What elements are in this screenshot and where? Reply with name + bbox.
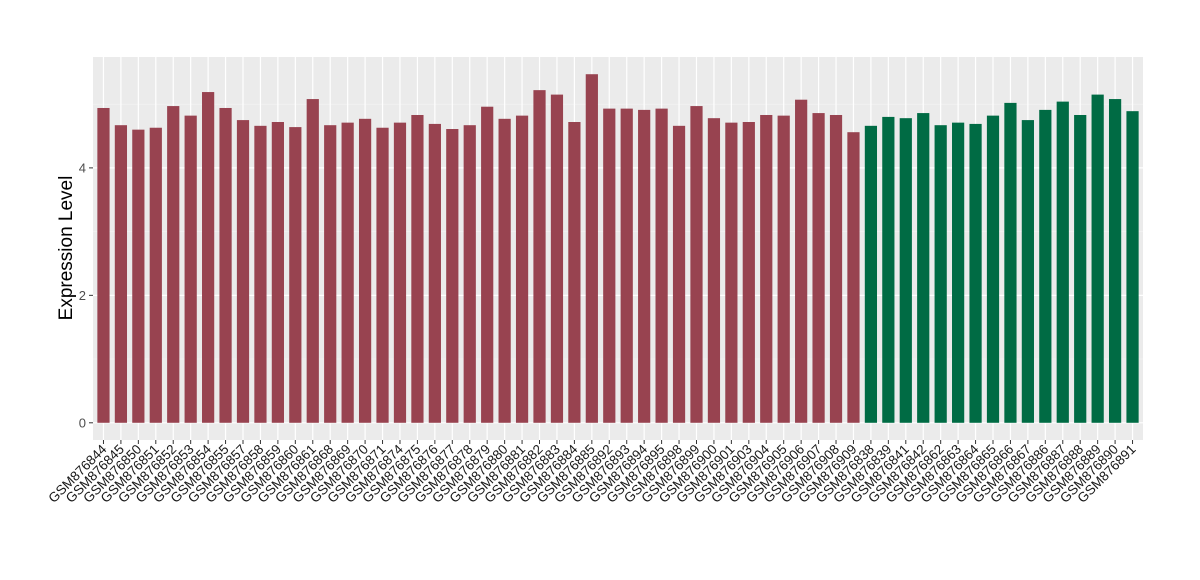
bar — [690, 106, 703, 423]
bar — [986, 115, 1000, 423]
y-tick-label: 2 — [79, 288, 86, 303]
bar — [585, 74, 598, 423]
bar — [812, 113, 825, 423]
bar — [341, 122, 354, 423]
bar — [324, 125, 337, 423]
bar — [568, 122, 581, 423]
bar — [167, 106, 180, 423]
bar — [428, 123, 441, 423]
bar — [725, 122, 738, 423]
bar — [829, 114, 843, 423]
bar — [533, 90, 546, 423]
bar — [847, 132, 860, 423]
bar — [952, 122, 965, 423]
bar — [917, 113, 930, 423]
bar — [882, 116, 895, 423]
bar — [899, 118, 912, 423]
y-tick-label: 0 — [79, 415, 86, 430]
panel — [93, 57, 1143, 440]
bar — [707, 118, 721, 423]
bar — [1074, 114, 1087, 423]
bar — [481, 106, 494, 423]
bar — [393, 122, 407, 423]
bar — [306, 99, 319, 423]
y-axis-title: Expression Level — [56, 176, 77, 321]
bar — [114, 125, 128, 423]
bar — [97, 107, 110, 423]
bar — [254, 125, 267, 423]
bar — [1004, 102, 1017, 423]
bar — [202, 92, 215, 423]
y-tick-label: 4 — [79, 160, 86, 175]
bar — [795, 99, 808, 423]
bar — [132, 129, 145, 423]
bar — [655, 108, 668, 423]
bar — [1021, 120, 1034, 423]
bar — [603, 108, 616, 423]
bar — [620, 108, 633, 423]
bar — [219, 107, 232, 423]
bar — [515, 115, 529, 423]
bar — [1039, 109, 1052, 423]
bar — [934, 125, 947, 423]
bar — [446, 129, 459, 423]
bar — [149, 127, 162, 423]
bar — [376, 127, 389, 423]
bar — [289, 127, 302, 423]
bar — [411, 114, 424, 423]
bar — [498, 118, 511, 423]
bar — [777, 115, 790, 423]
bar — [742, 122, 755, 423]
bar — [358, 118, 372, 423]
bar — [1126, 111, 1139, 423]
bar — [271, 122, 284, 423]
bar — [760, 114, 773, 423]
bar — [1108, 99, 1122, 423]
bar — [463, 125, 476, 423]
bar — [1091, 94, 1104, 423]
bar — [638, 109, 651, 423]
bar — [184, 115, 197, 423]
bar — [550, 94, 564, 423]
bar — [969, 123, 982, 423]
bar — [864, 125, 878, 423]
bar — [1056, 101, 1069, 423]
bar — [236, 120, 250, 423]
bar — [672, 125, 686, 423]
